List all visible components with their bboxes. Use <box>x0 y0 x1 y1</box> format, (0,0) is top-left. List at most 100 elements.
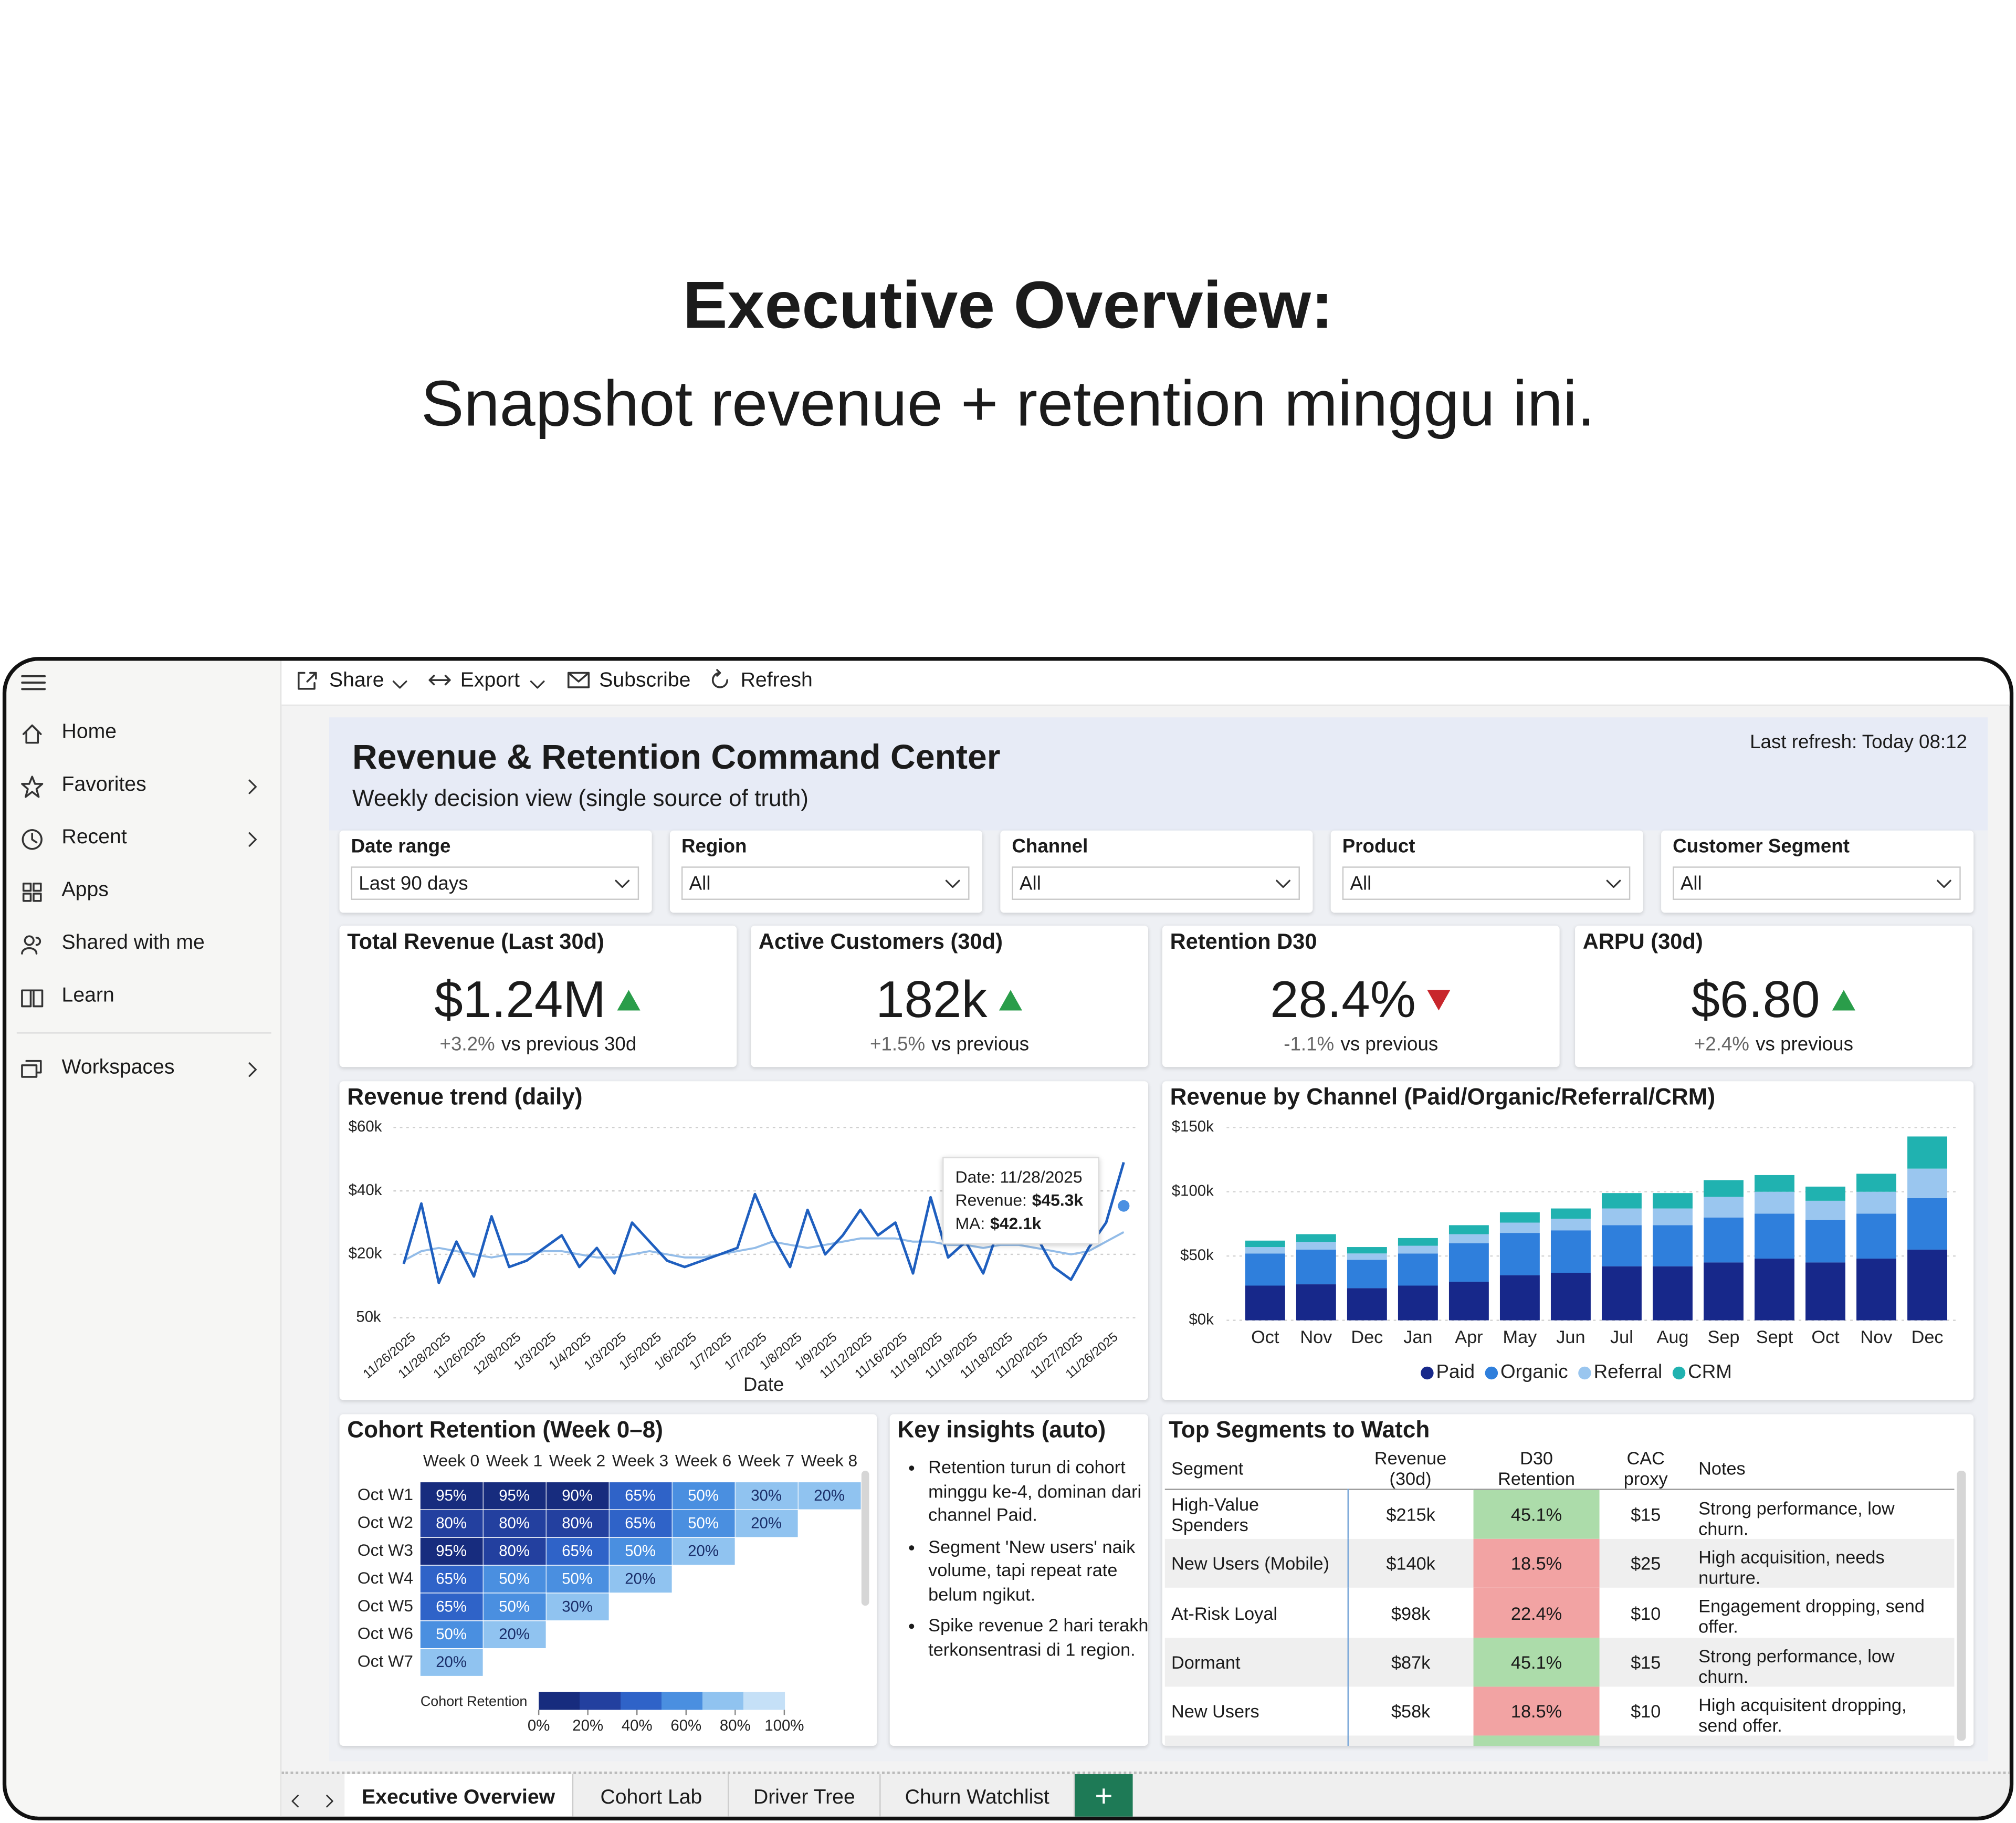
y-tick-label: $0k <box>1189 1311 1214 1328</box>
column-header: Week 7 <box>738 1451 794 1470</box>
toolbar-button[interactable]: Export <box>460 669 520 692</box>
tab-nav-next-glyph <box>326 1795 333 1808</box>
heatmap-cell <box>420 1621 483 1648</box>
kpi-title: Total Revenue (Last 30d) <box>347 929 604 954</box>
kpi-card: ARPU (30d) $6.80 +2.4% vs previous <box>1575 925 1972 1067</box>
toolbar-button[interactable]: Share <box>329 669 384 692</box>
column-header: Segment <box>1171 1458 1244 1479</box>
bar-segment <box>1499 1212 1540 1223</box>
toolbar-button[interactable]: Subscribe <box>599 669 691 692</box>
cell-label: 95% <box>436 1487 467 1504</box>
hover-dot <box>1118 1200 1130 1212</box>
filter-dropdown[interactable]: All <box>1342 866 1631 900</box>
nav-item[interactable]: Recent <box>61 826 127 849</box>
tooltip-key: Revenue: <box>955 1190 1027 1210</box>
heatmap-cell <box>420 1649 483 1676</box>
heatmap-cell <box>735 1482 798 1510</box>
table-cell: 45.1% <box>1473 1489 1600 1539</box>
filter-dropdown[interactable]: All <box>1673 866 1961 900</box>
bar-segment <box>1704 1197 1744 1218</box>
cell-label: 30% <box>562 1598 593 1615</box>
cell-label: 95% <box>436 1543 467 1560</box>
filter-dropdown[interactable]: All <box>1012 866 1300 900</box>
kpi-trend-icon <box>617 990 641 1011</box>
bar-segment <box>1704 1217 1744 1263</box>
tooltip-value: $45.3k <box>1032 1190 1084 1210</box>
filter-dropdown[interactable]: Last 90 days <box>351 866 639 900</box>
report-tab[interactable]: Cohort Lab <box>575 1774 729 1817</box>
heatmap-cell <box>483 1621 546 1648</box>
toolbar-button[interactable]: Refresh <box>740 669 813 692</box>
cell-label: 90% <box>562 1487 593 1504</box>
scrollbar <box>861 1471 869 1606</box>
add-tab-button[interactable]: + <box>1075 1774 1133 1817</box>
table-cell: $10 <box>1631 1602 1661 1623</box>
report-tab[interactable]: Churn Watchlist <box>881 1774 1075 1817</box>
table-cell: $10 <box>1631 1701 1661 1722</box>
kpi-trend-arrow <box>1831 990 1855 1011</box>
x-tick-label: May <box>1503 1327 1538 1347</box>
nav-item[interactable]: Shared with me <box>61 932 205 954</box>
legend-swatch <box>1485 1366 1498 1380</box>
nav-icon <box>21 776 44 798</box>
filter-label: Region <box>681 835 747 858</box>
table-cell: At-Risk Loyal <box>1164 1587 1348 1638</box>
cell-label: 50% <box>625 1543 656 1560</box>
kpi-note: vs previous <box>1756 1033 1854 1056</box>
nav-item[interactable]: Learn <box>61 984 114 1007</box>
bar-segment <box>1704 1262 1744 1321</box>
table-row: Dormant $87k 45.1% $15 Strong performance, l… <box>1164 1638 1955 1687</box>
cell-label: 20% <box>814 1487 845 1504</box>
table-cell: $25 <box>1631 1553 1661 1574</box>
kpi-value-row: 28.4% <box>1162 969 1560 1031</box>
filter-card: Date range Last 90 days <box>339 830 652 913</box>
nav-item[interactable]: Apps <box>61 879 109 902</box>
cell-label: 50% <box>562 1570 593 1587</box>
cell-label: 20% <box>751 1515 782 1532</box>
cell-label: 20% <box>625 1570 656 1587</box>
bar-segment <box>1448 1234 1489 1243</box>
filter-card: Channel All <box>1000 830 1313 913</box>
bar-segment <box>1755 1259 1794 1321</box>
nav-item[interactable]: Favorites <box>61 773 146 796</box>
bar-segment <box>1448 1282 1489 1321</box>
bar-segment <box>1347 1288 1387 1321</box>
cell-label: 80% <box>499 1543 530 1560</box>
legend-swatch <box>1421 1366 1434 1380</box>
bar-segment <box>1907 1249 1948 1321</box>
kpi-card: Active Customers (30d) 182k +1.5% vs previo… <box>751 925 1148 1067</box>
cell-label: 80% <box>436 1515 467 1532</box>
kpi-note: vs previous <box>1340 1033 1438 1056</box>
kpi-title: ARPU (30d) <box>1582 929 1703 954</box>
kpi-delta-row: +3.2% vs previous 30d <box>340 1034 737 1060</box>
table-cell: High acquisition, needs nurture. <box>1698 1546 1885 1588</box>
legend-swatch <box>580 1692 622 1710</box>
chevron <box>530 680 545 689</box>
bar-segment <box>1448 1243 1489 1282</box>
heatmap-cell <box>546 1565 609 1593</box>
bar-segment <box>1296 1234 1336 1242</box>
report-tab[interactable]: Driver Tree <box>729 1774 881 1817</box>
report-tab[interactable]: Executive Overview <box>344 1774 574 1817</box>
bar-segment <box>1398 1253 1438 1286</box>
report-subtitle: Weekly decision view (single source of t… <box>352 785 808 812</box>
nav-item[interactable]: Home <box>61 721 117 743</box>
bar-segment <box>1398 1245 1438 1254</box>
chevron-glyph <box>1606 879 1621 888</box>
x-tick-label: Dec <box>1912 1327 1944 1347</box>
bar-segment <box>1245 1285 1285 1321</box>
filter-label: Customer Segment <box>1673 835 1850 858</box>
row-label: Oct W4 <box>358 1568 413 1587</box>
report-title: Revenue & Retention Command Center <box>352 738 1001 777</box>
filter-dropdown[interactable]: All <box>681 866 970 900</box>
kpi-trend-arrow <box>999 990 1022 1011</box>
table-cell: Strong performance, low churn. <box>1698 1646 1895 1687</box>
toolbar: Share Export Subscribe Refresh <box>281 661 2010 706</box>
nav-item[interactable]: Workspaces <box>61 1056 175 1079</box>
column-header: D30 Retention <box>1498 1448 1575 1489</box>
tab-nav-next <box>326 1795 333 1808</box>
nav-icon-glyph <box>21 935 41 955</box>
kpi-trend-arrow <box>617 990 641 1011</box>
legend-swatch <box>743 1692 785 1710</box>
kpi-delta: +3.2% <box>439 1033 495 1056</box>
